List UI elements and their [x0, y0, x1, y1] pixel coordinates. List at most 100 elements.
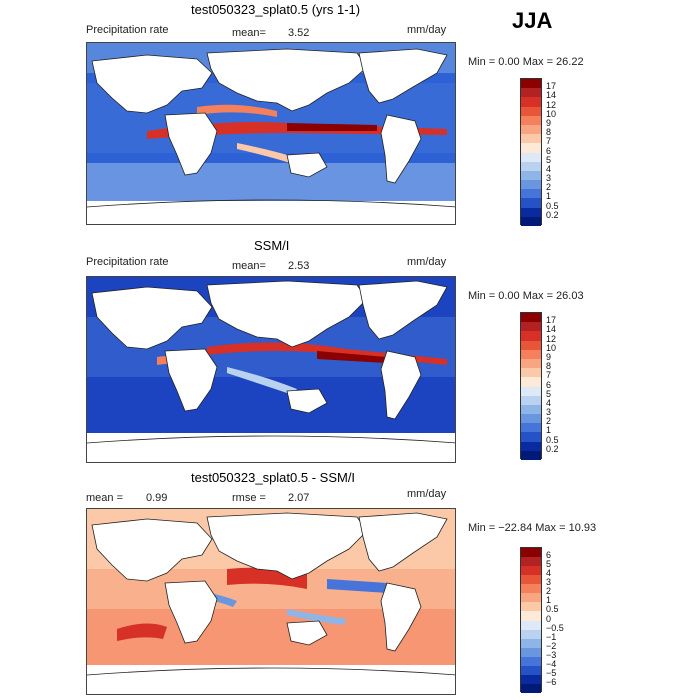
colorbar-tick-label: 6 [546, 145, 552, 156]
colorbar-swatch [521, 450, 541, 460]
colorbar-swatch [521, 665, 541, 675]
colorbar-tick-label: −6 [546, 676, 557, 687]
colorbar-swatch [521, 620, 541, 630]
colorbar-tick-label: 10 [546, 342, 557, 353]
colorbar-swatch [521, 331, 541, 341]
panel2-colorbar [520, 312, 542, 460]
panel3-mean-value: 0.99 [146, 492, 168, 504]
colorbar-swatch [521, 441, 541, 451]
panel3-units: mm/day [407, 488, 447, 500]
colorbar-tick-label: 4 [546, 163, 552, 174]
colorbar-tick-label: 1 [546, 425, 552, 436]
panel2-minmax: Min = 0.00 Max = 26.03 [468, 290, 584, 302]
colorbar-tick-label: 12 [546, 333, 557, 344]
panel3-title: test050323_splat0.5 - SSM/I [191, 470, 356, 485]
colorbar-swatch [521, 432, 541, 442]
colorbar-swatch [521, 180, 541, 190]
colorbar-tick-label: 14 [546, 324, 557, 335]
panel3-rmse-value: 2.07 [288, 492, 310, 504]
colorbar-tick-label: 5 [546, 154, 552, 165]
panel3-rmse-label: rmse = [232, 492, 266, 504]
colorbar-tick-label: 2 [546, 416, 552, 427]
panel1-colorbar [520, 78, 542, 226]
colorbar-swatch [521, 97, 541, 107]
colorbar-swatch [521, 566, 541, 576]
panel2-title: SSM/I [254, 238, 290, 253]
colorbar-tick-label: 5 [546, 559, 552, 570]
colorbar-swatch [521, 115, 541, 125]
colorbar-tick-label: 3 [546, 173, 552, 184]
colorbar-swatch [521, 656, 541, 666]
colorbar-swatch [521, 404, 541, 415]
colorbar-tick-label: 6 [546, 550, 552, 561]
panel3-map [86, 508, 456, 695]
colorbar-swatch [521, 377, 541, 387]
colorbar-swatch [521, 638, 541, 648]
colorbar-tick-label: 8 [546, 361, 552, 372]
colorbar-swatch [521, 575, 541, 585]
colorbar-swatch [521, 593, 541, 603]
colorbar-tick-label: 17 [546, 81, 557, 92]
panel3-map-field [87, 509, 455, 694]
colorbar-swatch [521, 683, 541, 693]
colorbar-swatch [521, 674, 541, 684]
colorbar-tick-label: 17 [546, 315, 557, 326]
colorbar-tick-label: 0 [546, 613, 552, 624]
colorbar-tick-label: 2 [546, 182, 552, 193]
panel3-colorbar-labels: 6 5 4 3 2 1 0.5 0 −0.5 −1 −2 −3 −4 −5 −6 [520, 547, 580, 692]
colorbar-tick-label: −0.5 [546, 622, 564, 633]
colorbar-tick-label: 14 [546, 90, 557, 101]
colorbar-swatch [521, 313, 541, 323]
colorbar-tick-label: 7 [546, 370, 552, 381]
colorbar-tick-label: 6 [546, 379, 552, 390]
panel1-map [86, 42, 456, 225]
colorbar-swatch [521, 629, 541, 639]
colorbar-swatch [521, 161, 541, 171]
colorbar-tick-label: 0.5 [546, 434, 559, 445]
colorbar-tick-label: 2 [546, 586, 552, 597]
colorbar-swatch [521, 414, 541, 424]
panel2-colorbar-labels: 17 14 12 10 9 8 7 6 5 4 3 2 1 0.5 0.2 [520, 312, 580, 459]
colorbar-tick-label: 3 [546, 577, 552, 588]
colorbar-swatch [521, 423, 541, 433]
colorbar-tick-label: 0.2 [546, 209, 559, 220]
panel2-map [86, 276, 456, 463]
colorbar-tick-label: 0.5 [546, 604, 559, 615]
colorbar-tick-label: 4 [546, 397, 552, 408]
colorbar-tick-label: 1 [546, 595, 552, 606]
colorbar-swatch [521, 198, 541, 208]
colorbar-swatch [521, 106, 541, 116]
colorbar-swatch [521, 143, 541, 153]
colorbar-tick-label: 10 [546, 108, 557, 119]
colorbar-swatch [521, 349, 541, 359]
colorbar-swatch [521, 134, 541, 144]
panel2-mean-label: mean= [232, 260, 266, 272]
colorbar-swatch [521, 395, 541, 405]
colorbar-swatch [521, 189, 541, 199]
colorbar-tick-label: 0.2 [546, 443, 559, 454]
colorbar-tick-label: 12 [546, 99, 557, 110]
colorbar-tick-label: 5 [546, 388, 552, 399]
colorbar-swatch [521, 124, 541, 135]
panel3-colorbar [520, 547, 542, 693]
panel2-units: mm/day [407, 256, 447, 268]
colorbar-swatch [521, 79, 541, 89]
colorbar-swatch [521, 170, 541, 181]
panel1-variable-label: Precipitation rate [86, 24, 169, 36]
panel1-colorbar-labels: 17 14 12 10 9 8 7 6 5 4 3 2 1 0.5 0.2 [520, 78, 580, 225]
colorbar-tick-label: 9 [546, 117, 552, 128]
colorbar-swatch [521, 322, 541, 332]
colorbar-swatch [521, 88, 541, 98]
colorbar-swatch [521, 152, 541, 162]
colorbar-tick-label: 7 [546, 136, 552, 147]
panel3-mean-label: mean = [86, 492, 123, 504]
colorbar-swatch [521, 216, 541, 226]
colorbar-swatch [521, 340, 541, 350]
colorbar-swatch [521, 386, 541, 396]
colorbar-tick-label: 3 [546, 407, 552, 418]
panel3-minmax: Min = −22.84 Max = 10.93 [468, 522, 597, 534]
colorbar-swatch [521, 602, 541, 612]
panel1-map-field [87, 43, 455, 224]
panel1-mean-label: mean= [232, 27, 266, 39]
panel1-units: mm/day [407, 24, 447, 36]
